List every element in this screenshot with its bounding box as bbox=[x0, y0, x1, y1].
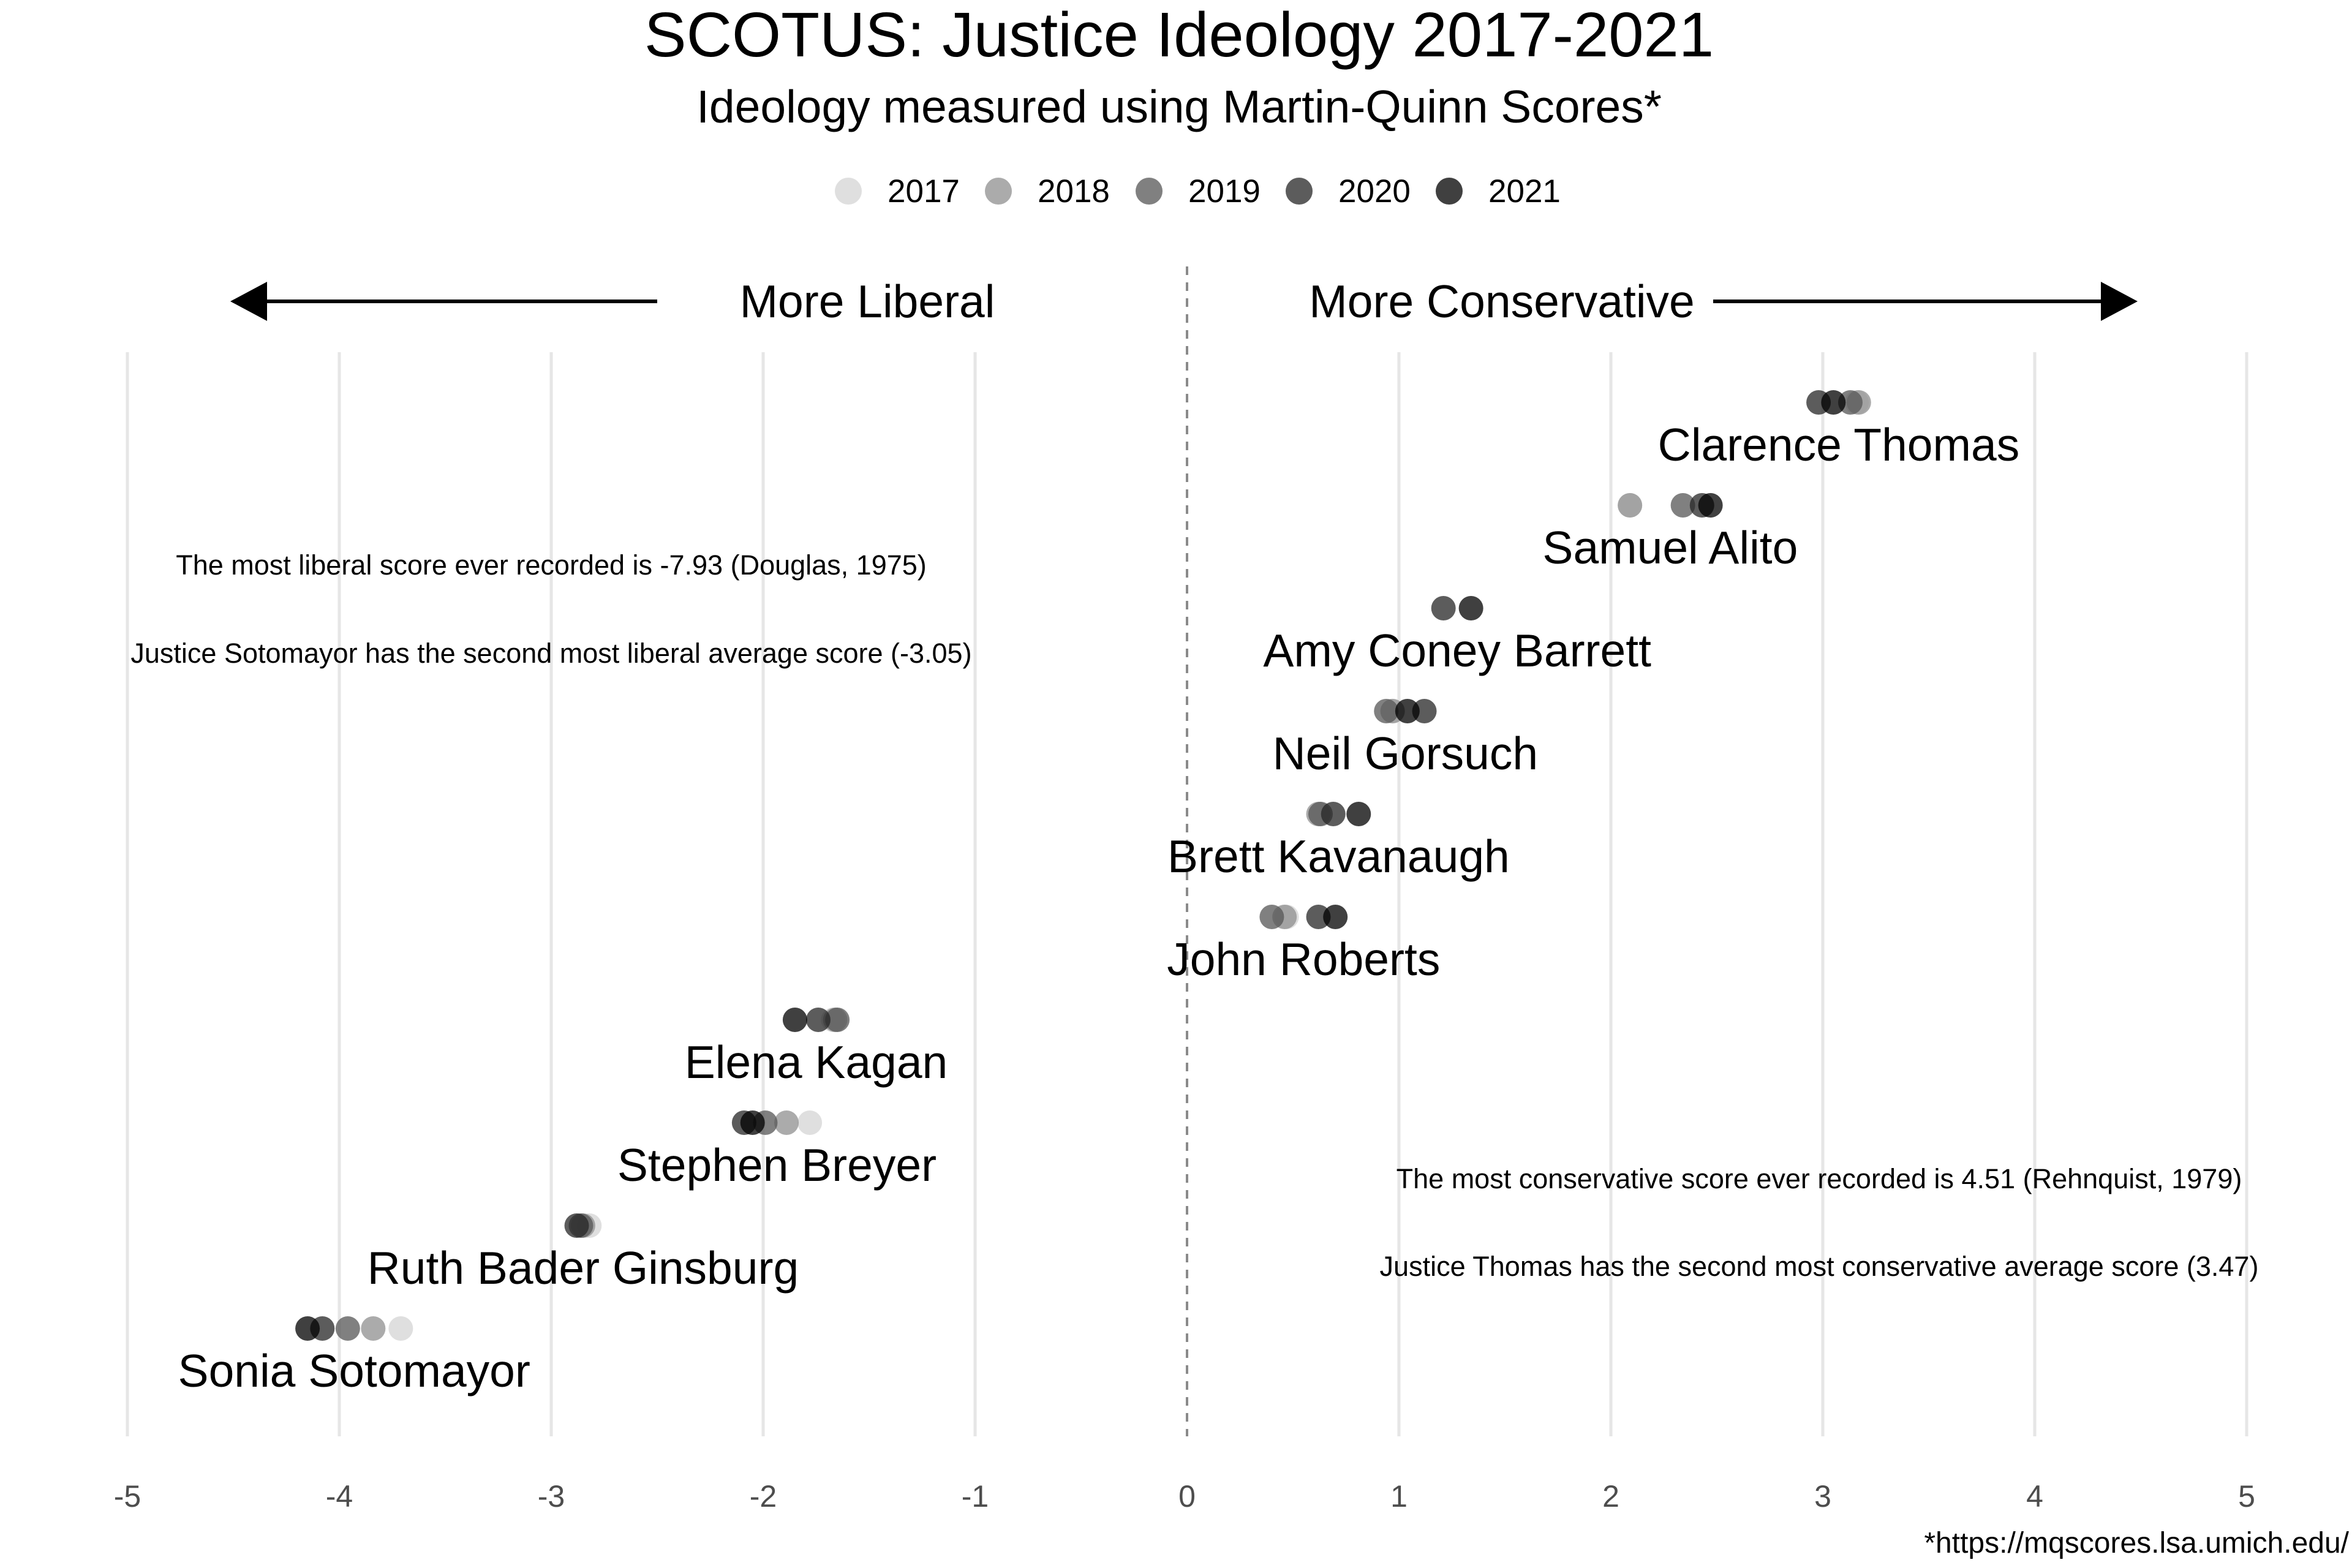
point-samuel-alito-2019 bbox=[1670, 493, 1695, 518]
x-tick-label: 1 bbox=[1390, 1479, 1408, 1513]
x-tick-label: 4 bbox=[2026, 1479, 2043, 1513]
point-stephen-breyer-2021 bbox=[740, 1110, 765, 1135]
data-points bbox=[295, 390, 1871, 1341]
point-neil-gorsuch-2020 bbox=[1412, 699, 1437, 723]
legend-swatch-2017 bbox=[835, 178, 862, 205]
point-elena-kagan-2019 bbox=[825, 1008, 850, 1032]
point-john-roberts-2020 bbox=[1306, 905, 1331, 929]
legend: 2017 2018 2019 2020 2021 bbox=[835, 173, 1561, 209]
label-ruth-bader-ginsburg: Ruth Bader Ginsburg bbox=[368, 1242, 799, 1294]
point-elena-kagan-2020 bbox=[805, 1008, 831, 1032]
note-most-liberal: The most liberal score ever recorded is … bbox=[176, 549, 927, 581]
legend-label-2019: 2019 bbox=[1188, 173, 1261, 209]
x-tick-label: -1 bbox=[962, 1479, 989, 1513]
legend-swatch-2019 bbox=[1136, 178, 1163, 205]
source-citation: *https://mqscores.lsa.umich.edu/ bbox=[1924, 1527, 2349, 1559]
note-thomas: Justice Thomas has the second most conse… bbox=[1380, 1251, 2259, 1282]
x-tick-label: 5 bbox=[2238, 1479, 2255, 1513]
point-clarence-thomas-2019 bbox=[1838, 390, 1863, 415]
conservative-direction-indicator: More Conservative bbox=[1309, 276, 2138, 327]
liberal-arrow-head bbox=[230, 282, 267, 321]
point-john-roberts-2019 bbox=[1259, 905, 1284, 929]
point-neil-gorsuch-2021 bbox=[1395, 699, 1420, 723]
x-tick-label: 2 bbox=[1602, 1479, 1619, 1513]
label-amy-coney-barrett: Amy Coney Barrett bbox=[1263, 625, 1651, 676]
point-sonia-sotomayor-2019 bbox=[335, 1316, 360, 1341]
label-elena-kagan: Elena Kagan bbox=[685, 1036, 948, 1088]
justice-labels: Clarence Thomas Samuel Alito Amy Coney Bar… bbox=[178, 419, 2020, 1396]
point-sonia-sotomayor-2018 bbox=[361, 1316, 386, 1341]
point-john-roberts-2021 bbox=[1323, 905, 1348, 929]
legend-swatch-2018 bbox=[985, 178, 1012, 205]
point-clarence-thomas-2021 bbox=[1821, 390, 1846, 415]
point-brett-kavanaugh-2020 bbox=[1321, 802, 1346, 826]
conservative-direction-label: More Conservative bbox=[1309, 276, 1694, 327]
conservative-arrow-head bbox=[2101, 282, 2138, 321]
point-neil-gorsuch-2019 bbox=[1374, 699, 1399, 723]
point-stephen-breyer-2017 bbox=[797, 1110, 823, 1135]
legend-swatch-2021 bbox=[1436, 178, 1463, 205]
chart-title: SCOTUS: Justice Ideology 2017-2021 bbox=[644, 0, 1714, 70]
x-axis-ticks: -5 -4 -3 -2 -1 0 1 2 3 4 5 bbox=[114, 1479, 2255, 1513]
note-sotomayor: Justice Sotomayor has the second most li… bbox=[130, 638, 971, 669]
x-tick-label: -2 bbox=[750, 1479, 777, 1513]
label-stephen-breyer: Stephen Breyer bbox=[617, 1139, 937, 1191]
x-tick-label: 0 bbox=[1178, 1479, 1196, 1513]
point-amy-coney-barrett-2020 bbox=[1431, 596, 1456, 620]
point-samuel-alito-2018 bbox=[1618, 493, 1643, 518]
chart-subtitle: Ideology measured using Martin-Quinn Sco… bbox=[696, 81, 1662, 132]
label-samuel-alito: Samuel Alito bbox=[1542, 522, 1798, 573]
legend-label-2021: 2021 bbox=[1488, 173, 1561, 209]
point-sonia-sotomayor-2021 bbox=[295, 1316, 320, 1341]
liberal-direction-indicator: More Liberal bbox=[230, 276, 995, 327]
label-john-roberts: John Roberts bbox=[1167, 933, 1440, 985]
label-clarence-thomas: Clarence Thomas bbox=[1658, 419, 2020, 470]
x-tick-label: 3 bbox=[1814, 1479, 1831, 1513]
gridlines bbox=[126, 352, 2248, 1436]
point-stephen-breyer-2018 bbox=[774, 1110, 799, 1135]
point-sonia-sotomayor-2017 bbox=[388, 1316, 413, 1341]
note-most-conservative: The most conservative score ever recorde… bbox=[1396, 1163, 2242, 1194]
legend-swatch-2020 bbox=[1286, 178, 1313, 205]
point-samuel-alito-2021 bbox=[1698, 493, 1723, 518]
point-amy-coney-barrett-2021 bbox=[1458, 596, 1483, 620]
x-tick-label: -3 bbox=[538, 1479, 565, 1513]
label-brett-kavanaugh: Brett Kavanaugh bbox=[1167, 831, 1510, 882]
label-sonia-sotomayor: Sonia Sotomayor bbox=[178, 1345, 530, 1396]
legend-label-2020: 2020 bbox=[1338, 173, 1411, 209]
legend-label-2017: 2017 bbox=[888, 173, 960, 209]
legend-label-2018: 2018 bbox=[1038, 173, 1110, 209]
point-elena-kagan-2021 bbox=[782, 1008, 807, 1032]
liberal-direction-label: More Liberal bbox=[740, 276, 995, 327]
point-ruth-bader-ginsburg-2020 bbox=[564, 1213, 589, 1238]
x-tick-label: -4 bbox=[326, 1479, 353, 1513]
point-brett-kavanaugh-2021 bbox=[1346, 802, 1371, 826]
x-tick-label: -5 bbox=[114, 1479, 141, 1513]
label-neil-gorsuch: Neil Gorsuch bbox=[1273, 728, 1538, 779]
